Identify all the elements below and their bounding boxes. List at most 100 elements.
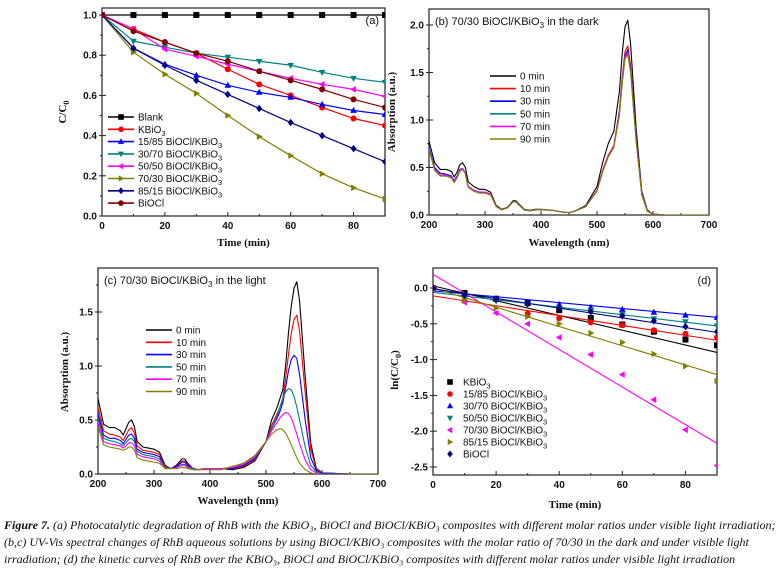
- data-point: [193, 90, 200, 97]
- legend-item: 70/30 BiOCl/KBiO3​: [108, 174, 222, 187]
- legend-item: 70 min: [490, 122, 550, 133]
- series-0-min: [98, 281, 378, 474]
- data-point: [288, 152, 295, 159]
- chart-a: 0 20 40 60 80 0.0 0.2 0.4 0.6 0.8 1.0 Time (min) C/C…: [57, 7, 386, 249]
- legend-label: 70 min: [520, 122, 550, 133]
- legend-item: 0 min: [146, 326, 200, 337]
- legend-label: 15/85 BiOCl/KBiO3​: [138, 137, 222, 150]
- data-point: [287, 77, 294, 84]
- data-point: [102, 12, 105, 18]
- x-tick-label: 20: [491, 480, 503, 491]
- legend-item: 0 min: [490, 72, 544, 83]
- legend-marker: [117, 151, 125, 158]
- y-tick-label: 1.0: [83, 11, 97, 22]
- data-point: [682, 311, 689, 318]
- data-point: [350, 106, 357, 113]
- fit-line: [433, 288, 717, 333]
- fit-line: [433, 287, 717, 376]
- legend-label: KBiO3​: [138, 125, 166, 138]
- data-point: [382, 122, 385, 129]
- x-tick-label: 700: [370, 479, 387, 490]
- x-tick-label: 600: [314, 479, 331, 490]
- x-tick-label: 700: [701, 220, 718, 231]
- y-tick-label: 0.5: [410, 163, 424, 174]
- legend-label: 15/85 BiOCl/KBiO3​: [463, 390, 547, 403]
- x-axis-label: Time (min): [549, 499, 602, 511]
- data-point: [287, 62, 294, 69]
- series-90-min: [98, 426, 378, 474]
- data-point: [382, 195, 385, 203]
- data-point: [651, 350, 658, 358]
- series-line: [429, 49, 709, 215]
- y-tick-label: 0.8: [83, 51, 97, 62]
- legend-label: 30/70 BiOCl/KBiO3​: [463, 402, 547, 415]
- legend-marker: [118, 126, 124, 133]
- legend-item: 30 min: [146, 350, 206, 361]
- data-point: [350, 115, 357, 122]
- series-blank: [102, 12, 385, 18]
- y-tick-label: 1.5: [410, 68, 424, 79]
- data-point: [350, 144, 357, 153]
- data-point: [161, 45, 168, 53]
- y-tick-label: 0.0: [414, 284, 428, 295]
- data-point: [619, 322, 626, 329]
- series-line: [98, 388, 378, 474]
- legend-item: 30/70 BiOCl/KBiO3​: [108, 149, 222, 162]
- data-point: [225, 112, 232, 119]
- x-tick-label: 200: [421, 220, 438, 231]
- legend-label: 85/15 BiOCl/KBiO3​: [463, 438, 547, 451]
- legend-label: KBiO3​: [463, 378, 491, 391]
- series-line: [102, 14, 385, 200]
- x-tick-label: 40: [554, 480, 566, 491]
- data-point: [224, 58, 231, 65]
- caption-text: (a) Photocatalytic degradation of RhB wi…: [4, 518, 776, 566]
- y-tick-label: 0.5: [79, 416, 93, 427]
- y-axis-label: Absorption (a.u.): [59, 331, 71, 412]
- y-axis-label: C/C0​: [57, 100, 71, 123]
- series-line: [98, 426, 378, 474]
- data-point: [319, 131, 326, 140]
- y-axis-label: ln(C/C0​): [389, 350, 403, 390]
- series-50-min: [98, 388, 378, 474]
- legend-marker: [447, 379, 453, 385]
- plot-area: [429, 19, 709, 215]
- legend-item: 85/15 BiOCl/KBiO3​: [447, 438, 547, 451]
- data-point: [318, 100, 326, 107]
- data-point: [256, 68, 263, 75]
- series-85-15-biocl-kbio3: [102, 11, 385, 166]
- series-line: [429, 51, 709, 215]
- legend-marker: [446, 402, 454, 409]
- data-point: [714, 334, 717, 341]
- legend-item: 10 min: [490, 84, 550, 95]
- plot-area: [102, 11, 385, 203]
- series-90-min: [429, 53, 709, 215]
- figure-label: Figure 7.: [4, 518, 51, 532]
- data-point: [351, 184, 358, 192]
- data-point: [650, 317, 657, 325]
- data-point: [524, 300, 531, 308]
- data-point: [350, 12, 357, 18]
- series-line: [102, 14, 385, 163]
- legend-label: 10 min: [176, 338, 206, 349]
- figure-caption: Figure 7. (a) Photocatalytic degradation…: [4, 517, 780, 568]
- data-point: [714, 327, 717, 336]
- data-point: [318, 81, 325, 88]
- legend-label: Blank: [138, 113, 164, 124]
- legend-marker: [447, 391, 453, 397]
- series-line: [102, 14, 385, 97]
- legend-label: 70 min: [176, 375, 206, 386]
- y-tick-label: 2.0: [410, 21, 424, 32]
- data-point: [381, 110, 385, 117]
- legend-marker: [118, 200, 124, 206]
- legend-marker: [447, 438, 454, 446]
- legend-marker: [447, 450, 453, 458]
- legend-item: 85/15 BiOCl/KBiO3​: [108, 186, 222, 199]
- legend-item: 50/50 BiOCl/KBiO3​: [446, 414, 547, 427]
- data-point: [618, 371, 625, 378]
- data-point: [619, 339, 626, 346]
- legend-label: 90 min: [520, 135, 550, 146]
- data-point: [493, 295, 500, 304]
- data-point: [193, 50, 200, 57]
